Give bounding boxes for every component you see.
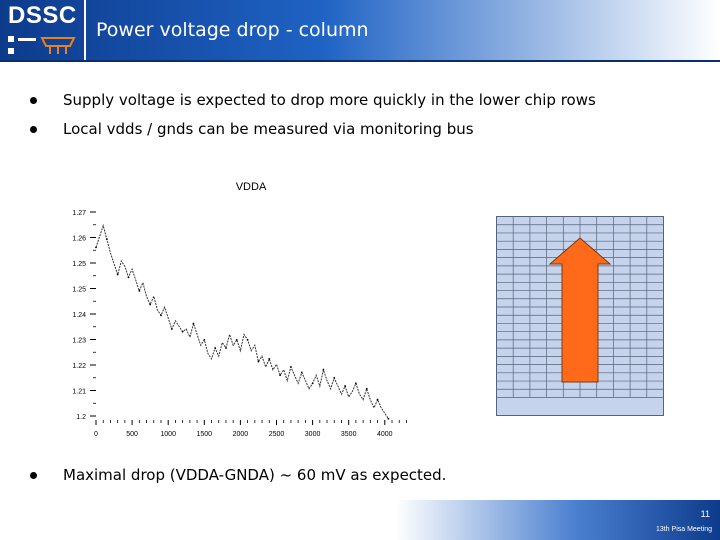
y-tick-label: 1.22 (72, 363, 86, 370)
logo-square-mark (8, 36, 14, 42)
page-title: Power voltage drop - column (96, 19, 369, 41)
y-tick-label: 1.2 (76, 414, 86, 421)
data-point (333, 377, 336, 379)
data-point (214, 347, 217, 349)
footer-bar (0, 500, 720, 540)
y-tick-label: 1.23 (72, 338, 86, 345)
logo-mark-icon (8, 36, 76, 54)
x-tick-label: 1000 (160, 431, 176, 438)
page-number: 11 (700, 509, 710, 519)
logo-text: DSSC (8, 2, 77, 29)
data-point (365, 387, 368, 390)
header-divider (84, 0, 86, 62)
data-point (311, 382, 314, 385)
data-point (181, 330, 184, 333)
y-tick-label: 1.21 (72, 389, 86, 396)
up-arrow-icon (548, 237, 612, 383)
data-point (246, 338, 249, 341)
data-point (355, 382, 357, 385)
x-tick-label: 1500 (197, 431, 213, 438)
meeting-label: 13th Pisa Meeting (655, 526, 712, 533)
data-point (149, 303, 152, 306)
x-tick-label: 4000 (377, 431, 393, 438)
data-point (376, 398, 379, 401)
logo-chip-mark (40, 37, 76, 54)
data-point (192, 322, 195, 325)
data-point (116, 273, 119, 276)
data-point (322, 368, 325, 371)
bullet-text: Supply voltage is expected to drop more … (63, 91, 596, 109)
data-point (344, 385, 346, 387)
bullet-dot-icon (30, 97, 37, 104)
bullet-text: Local vdds / gnds can be measured via mo… (63, 120, 474, 138)
x-tick-label: 3000 (305, 431, 321, 438)
series-line (95, 223, 389, 419)
data-point (203, 338, 206, 341)
bullet-dot-icon (30, 472, 37, 479)
data-point (170, 328, 173, 330)
data-point (268, 357, 271, 360)
y-tick-label: 1.24 (72, 312, 86, 319)
header-bar: DSSC Power voltage drop - column (0, 0, 720, 62)
x-tick-label: 500 (126, 431, 138, 438)
data-point (387, 417, 390, 420)
chart-title: VDDA (236, 181, 267, 193)
y-tick-label: 1.27 (72, 210, 86, 217)
chip-column-diagram (496, 216, 664, 416)
data-point (160, 314, 162, 317)
data-point (95, 246, 97, 249)
dssc-logo: DSSC (4, 2, 82, 60)
x-tick-label: 2500 (269, 431, 285, 438)
x-tick-label: 3500 (341, 431, 357, 438)
data-point (279, 374, 281, 377)
bullet-dot-icon (30, 126, 37, 133)
vdda-chart: VDDA 1.2 1.21 1.22 1.23 1.24 1.25 1.25 1.26 1.27 0… (72, 181, 407, 438)
bullet-text: Maximal drop (VDDA-GNDA) ~ 60 mV as expe… (63, 466, 447, 484)
data-point (300, 371, 303, 374)
data-point (127, 276, 130, 279)
logo-bracket-mark (8, 48, 14, 54)
x-tick-label: 0 (94, 431, 98, 438)
x-tick-label: 2000 (233, 431, 249, 438)
data-point (257, 360, 260, 363)
data-point (290, 366, 292, 368)
data-point (105, 238, 108, 241)
logo-dash-mark (18, 38, 36, 41)
y-tick-label: 1.25 (72, 287, 86, 294)
data-point (225, 347, 227, 349)
data-point (138, 289, 141, 292)
y-tick-label: 1.25 (72, 261, 86, 268)
y-tick-label: 1.26 (72, 236, 86, 243)
data-point (235, 338, 238, 341)
header-underline (0, 60, 720, 62)
